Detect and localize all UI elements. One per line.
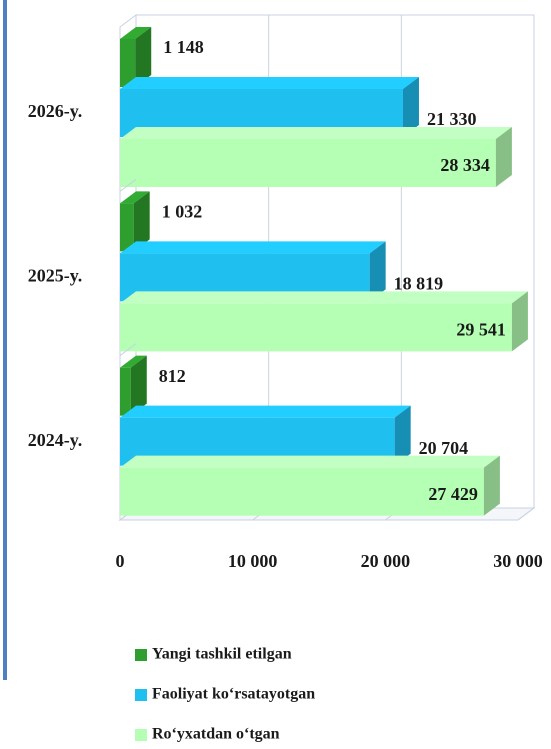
- legend-label: Faoliyat ko‘rsatayotgan: [152, 686, 315, 703]
- y-tick-label: 2024-y.: [28, 430, 83, 450]
- legend-label: Yangi tashkil etilgan: [152, 646, 292, 663]
- value-label: 27 429: [428, 484, 478, 504]
- bar: [120, 455, 500, 516]
- legend-swatch: [135, 649, 147, 661]
- x-tick-label: 20 000: [361, 551, 411, 571]
- bar: [120, 191, 150, 252]
- bar-side: [483, 455, 500, 516]
- band-divider: [119, 178, 137, 192]
- value-label: 20 704: [419, 438, 469, 458]
- bar: [120, 127, 512, 187]
- bar: [120, 355, 147, 416]
- bar-front: [120, 303, 512, 352]
- bar-top: [120, 455, 500, 468]
- y-tick-label: 2026-y.: [28, 101, 83, 121]
- value-label: 1 148: [163, 37, 204, 57]
- value-label: 28 334: [440, 155, 490, 175]
- bar-side: [133, 191, 150, 252]
- value-label: 18 819: [394, 273, 444, 293]
- bar-top: [120, 405, 411, 418]
- bar-top: [120, 191, 150, 204]
- bar-top: [120, 355, 147, 368]
- legend-label: Ro‘yxatdan o‘tgan: [152, 726, 280, 743]
- value-label: 812: [159, 366, 186, 386]
- floor-line: [517, 507, 535, 521]
- bar-side: [495, 127, 512, 187]
- bar-front: [120, 39, 136, 87]
- bar-top: [120, 27, 152, 39]
- bar-side: [369, 241, 386, 302]
- x-tick-label: 30 000: [493, 551, 543, 571]
- bar-side: [511, 291, 528, 352]
- value-label: 29 541: [456, 319, 506, 339]
- x-tick-label: 10 000: [228, 551, 278, 571]
- bar-front: [120, 467, 484, 516]
- bar-front: [120, 139, 496, 187]
- value-label: 21 330: [427, 109, 477, 129]
- bar-side: [394, 405, 411, 466]
- band-divider: [119, 343, 137, 357]
- bar: [120, 27, 152, 87]
- bar-front: [120, 203, 134, 252]
- bar-side: [402, 77, 419, 137]
- legend-swatch: [135, 729, 147, 741]
- y-tick-label: 2025-y.: [28, 265, 83, 285]
- legend-swatch: [135, 689, 147, 701]
- bar-top: [120, 241, 386, 254]
- x-tick-label: 0: [116, 551, 125, 571]
- bar-top: [120, 127, 512, 139]
- bar-top: [120, 291, 528, 304]
- bar-top: [120, 77, 419, 89]
- bar-side: [130, 355, 147, 416]
- value-label: 1 032: [162, 201, 203, 221]
- bar-side: [135, 27, 152, 87]
- bar-front: [120, 367, 131, 416]
- bar: [120, 291, 528, 352]
